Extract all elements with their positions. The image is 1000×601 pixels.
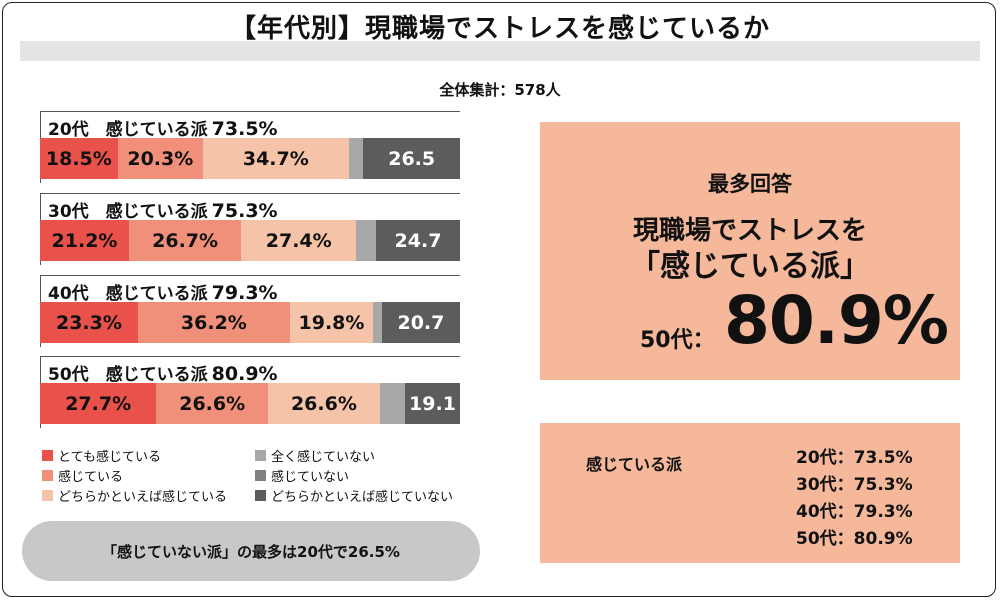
summary-row: 30代：75.3% bbox=[796, 475, 913, 495]
data-label: 19.1 bbox=[409, 392, 456, 415]
bar-segment: 26.5 bbox=[363, 138, 460, 179]
bar-segment: 20.7 bbox=[381, 302, 460, 343]
stacked-bar: 27.7% 26.6% 26.6% 19.1 bbox=[40, 383, 460, 424]
group-divider bbox=[40, 356, 460, 357]
bar-segment: 34.7% bbox=[202, 138, 349, 179]
legend-item: 感じていない bbox=[255, 466, 349, 485]
legend-swatch bbox=[255, 490, 266, 501]
group-label-pct: 79.3% bbox=[211, 282, 278, 304]
bar-group: 20代 感じている派 73.5% 18.5% 20.3% 34.7% 26.5 bbox=[40, 111, 462, 183]
title-underline bbox=[20, 41, 980, 61]
highlight-age: 50代： bbox=[640, 328, 715, 353]
legend-label: とても感じている bbox=[58, 450, 161, 465]
data-label: 26.6% bbox=[290, 392, 357, 415]
group-label: 20代 感じている派 73.5% bbox=[48, 115, 278, 140]
data-label: 19.8% bbox=[298, 311, 365, 334]
group-label-pct: 75.3% bbox=[211, 200, 278, 222]
bar-group: 40代 感じている派 79.3% 23.3% 36.2% 19.8% 20.7 bbox=[40, 275, 462, 347]
data-label: 34.7% bbox=[242, 147, 309, 170]
group-label-pct: 80.9% bbox=[211, 363, 278, 385]
data-label: 18.5% bbox=[45, 147, 112, 170]
legend-item: どちらかといえば感じていない bbox=[255, 486, 453, 505]
highlight-value: 80.9% bbox=[724, 282, 949, 359]
group-label-text: 30代 感じている派 bbox=[48, 202, 208, 222]
bar-segment: 23.3% bbox=[40, 302, 138, 343]
legend-swatch bbox=[42, 450, 53, 461]
bar-segment: 24.7 bbox=[376, 220, 460, 261]
bar-segment: 21.2% bbox=[40, 220, 130, 261]
highlight-box: 最多回答 現職場でストレスを 「感じている派」 50代： 80.9% bbox=[540, 122, 960, 380]
data-label: 23.3% bbox=[55, 311, 122, 334]
data-label: 26.6% bbox=[179, 392, 246, 415]
group-label: 50代 感じている派 80.9% bbox=[48, 360, 278, 385]
legend-swatch bbox=[42, 470, 53, 481]
legend-label: 全く感じていない bbox=[271, 450, 376, 465]
bar-segment: 26.7% bbox=[129, 220, 242, 261]
legend-item: どちらかといえば感じている bbox=[42, 486, 227, 505]
bar-segment: 18.5% bbox=[40, 138, 118, 179]
data-label: 27.4% bbox=[265, 229, 332, 252]
legend-label: 感じている bbox=[58, 470, 124, 485]
group-divider bbox=[40, 111, 460, 112]
bar-segment: 36.2% bbox=[137, 302, 290, 343]
summary-row: 50代：80.9% bbox=[796, 529, 913, 549]
bar-group: 30代 感じている派 75.3% 21.2% 26.7% 27.4% 24.7 bbox=[40, 193, 462, 265]
data-label: 20.3% bbox=[127, 147, 194, 170]
bar-segment bbox=[373, 302, 382, 343]
summary-label: 感じている派 bbox=[586, 455, 683, 474]
legend-label: どちらかといえば感じている bbox=[58, 490, 228, 505]
legend-item: 感じている bbox=[42, 466, 123, 485]
bar-segment bbox=[356, 220, 376, 261]
chart-title: 【年代別】現職場でストレスを感じているか bbox=[229, 14, 770, 44]
bar-segment bbox=[379, 383, 405, 424]
group-label-text: 20代 感じている派 bbox=[48, 120, 208, 140]
highlight-line1: 現職場でストレスを bbox=[632, 216, 867, 246]
note-pill: 「感じていない派」の最多は20代で26.5% bbox=[22, 521, 480, 581]
summary-row: 20代：73.5% bbox=[796, 448, 913, 468]
legend-label: 感じていない bbox=[271, 470, 350, 485]
legend-item: 全く感じていない bbox=[255, 446, 375, 465]
stacked-bar: 23.3% 36.2% 19.8% 20.7 bbox=[40, 302, 460, 343]
bar-segment: 27.7% bbox=[40, 383, 157, 424]
bar-segment: 19.1 bbox=[404, 383, 460, 424]
group-divider bbox=[40, 275, 460, 276]
group-divider bbox=[40, 193, 460, 194]
bar-segment: 19.8% bbox=[289, 302, 374, 343]
bar-segment bbox=[348, 138, 364, 179]
group-label-pct: 73.5% bbox=[211, 118, 278, 140]
legend-item: とても感じている bbox=[42, 446, 161, 465]
total-count: 全体集計：578人 bbox=[439, 81, 561, 99]
data-label: 20.7 bbox=[397, 311, 445, 334]
data-label: 24.7 bbox=[394, 229, 442, 252]
stacked-bar: 21.2% 26.7% 27.4% 24.7 bbox=[40, 220, 460, 261]
bar-segment: 26.6% bbox=[268, 383, 380, 424]
data-label: 26.7% bbox=[152, 229, 219, 252]
summary-box: 感じている派 20代：73.5% 30代：75.3% 40代：79.3% 50代… bbox=[540, 423, 960, 563]
bar-segment: 20.3% bbox=[117, 138, 203, 179]
data-label: 36.2% bbox=[180, 311, 247, 334]
bar-segment: 26.6% bbox=[156, 383, 269, 424]
stacked-bar: 18.5% 20.3% 34.7% 26.5 bbox=[40, 138, 460, 179]
highlight-head: 最多回答 bbox=[708, 172, 792, 196]
group-label: 30代 感じている派 75.3% bbox=[48, 197, 278, 222]
legend-swatch bbox=[255, 450, 266, 461]
legend-swatch bbox=[42, 490, 53, 501]
data-label: 26.5 bbox=[388, 147, 436, 170]
summary-row: 40代：79.3% bbox=[796, 502, 913, 522]
group-label-text: 40代 感じている派 bbox=[48, 284, 208, 304]
group-label: 40代 感じている派 79.3% bbox=[48, 279, 278, 304]
data-label: 21.2% bbox=[51, 229, 118, 252]
group-label-text: 50代 感じている派 bbox=[48, 365, 208, 385]
legend-label: どちらかといえば感じていない bbox=[271, 490, 454, 505]
legend-swatch bbox=[255, 470, 266, 481]
data-label: 27.7% bbox=[65, 392, 132, 415]
bar-group: 50代 感じている派 80.9% 27.7% 26.6% 26.6% 19.1 bbox=[40, 356, 462, 428]
bar-segment: 27.4% bbox=[241, 220, 357, 261]
highlight-line2: 「感じている派」 bbox=[630, 249, 870, 284]
